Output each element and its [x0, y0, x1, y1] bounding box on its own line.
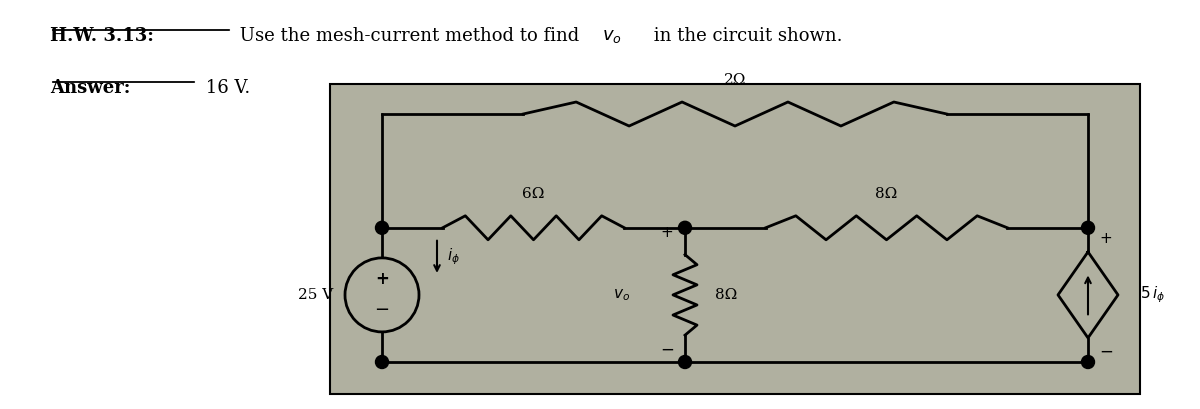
Text: +: +	[1099, 231, 1112, 246]
Text: Answer:: Answer:	[50, 79, 131, 97]
Circle shape	[678, 355, 691, 369]
Polygon shape	[1058, 252, 1118, 338]
Text: $i_\phi$: $i_\phi$	[446, 247, 460, 267]
Text: 2Ω: 2Ω	[724, 73, 746, 87]
Text: +: +	[376, 270, 389, 288]
Circle shape	[376, 221, 389, 234]
Circle shape	[1081, 221, 1094, 234]
Text: $v_o$: $v_o$	[613, 287, 630, 303]
Circle shape	[1081, 355, 1094, 369]
Text: Use the mesh-current method to find: Use the mesh-current method to find	[234, 27, 586, 45]
Text: in the circuit shown.: in the circuit shown.	[648, 27, 842, 45]
Circle shape	[346, 258, 419, 332]
Text: +: +	[661, 225, 673, 240]
Circle shape	[678, 221, 691, 234]
Text: H.W. 3.13:: H.W. 3.13:	[50, 27, 154, 45]
Text: 8Ω: 8Ω	[715, 288, 737, 302]
Text: 16 V.: 16 V.	[200, 79, 251, 97]
Text: 8Ω: 8Ω	[875, 187, 898, 201]
Text: −: −	[374, 301, 390, 319]
Text: $v_o$: $v_o$	[602, 27, 622, 45]
Bar	[330, 84, 1140, 394]
Text: $5\,i_\phi$: $5\,i_\phi$	[1140, 285, 1165, 305]
Text: −: −	[1099, 343, 1112, 361]
Circle shape	[376, 355, 389, 369]
Text: −: −	[660, 341, 674, 359]
Text: 25 V: 25 V	[298, 288, 332, 302]
Text: 6Ω: 6Ω	[522, 187, 545, 201]
